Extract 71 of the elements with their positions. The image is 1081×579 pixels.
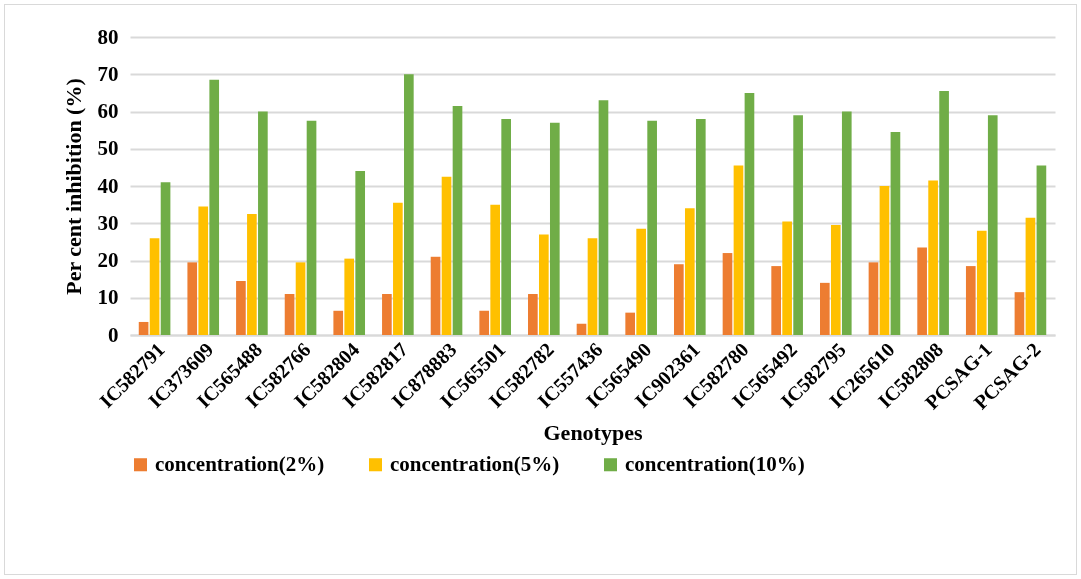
- bar: [576, 323, 587, 335]
- legend-label: concentration(2%): [155, 451, 325, 476]
- bar: [965, 266, 976, 335]
- y-tick-label: 20: [97, 248, 119, 272]
- legend-label: concentration(5%): [390, 451, 560, 476]
- bar: [333, 310, 344, 335]
- y-tick-label: 30: [97, 210, 119, 235]
- bar: [441, 176, 452, 335]
- bar: [976, 230, 987, 335]
- bar: [939, 91, 949, 335]
- bar: [549, 122, 560, 335]
- bar: [149, 238, 160, 335]
- bar: [306, 120, 317, 335]
- bar: [490, 204, 501, 335]
- legend-label: concentration(10%): [625, 451, 805, 476]
- bar: [841, 111, 852, 335]
- bar: [819, 282, 830, 335]
- y-tick-label: 10: [97, 285, 119, 310]
- bar: [539, 234, 549, 335]
- bar: [744, 92, 755, 335]
- bar: [1014, 292, 1025, 335]
- bar: [187, 262, 198, 335]
- bar: [479, 310, 490, 335]
- bar: [722, 253, 733, 335]
- bar: [247, 213, 257, 335]
- bar: [1025, 217, 1036, 335]
- bar: [890, 131, 901, 335]
- bar: [928, 180, 938, 335]
- bar: [501, 118, 511, 335]
- bar: [830, 225, 841, 335]
- bar: [138, 321, 149, 335]
- bar: [393, 202, 403, 335]
- y-tick-label: 70: [97, 61, 119, 86]
- bar: [684, 208, 695, 335]
- bar: [987, 115, 998, 335]
- bar: [1036, 165, 1047, 335]
- bar: [344, 258, 355, 335]
- bar: [528, 294, 538, 335]
- bar: [868, 262, 879, 335]
- bar: [284, 294, 295, 335]
- y-tick-label: 80: [97, 24, 119, 49]
- bar: [879, 186, 890, 335]
- bar: [636, 228, 646, 335]
- bar: [209, 79, 220, 335]
- bar: [198, 206, 209, 335]
- bar: [160, 182, 171, 335]
- bar: [598, 100, 609, 335]
- bar: [625, 312, 636, 335]
- y-tick-label: 50: [97, 136, 119, 161]
- bar: [674, 264, 684, 335]
- bar: [782, 221, 792, 335]
- bar: [647, 120, 657, 335]
- y-axis-title: Per cent inhibition (%): [60, 78, 86, 295]
- bar: [430, 256, 441, 335]
- bar: [355, 171, 366, 335]
- bar: [793, 115, 803, 335]
- bar: [771, 266, 781, 335]
- bar: [258, 111, 268, 335]
- bar: [236, 280, 246, 335]
- bar: [587, 238, 598, 335]
- bar: [452, 105, 463, 335]
- y-tick-label: 60: [97, 99, 119, 123]
- y-tick-label: 0: [108, 322, 119, 347]
- bar: [695, 118, 706, 335]
- bar: [382, 294, 392, 335]
- x-axis-title: Genotypes: [543, 420, 643, 446]
- bar: [404, 74, 414, 335]
- y-tick-label: 40: [97, 173, 119, 198]
- bar: [295, 262, 306, 335]
- bar: [917, 247, 927, 335]
- bar: [733, 165, 744, 335]
